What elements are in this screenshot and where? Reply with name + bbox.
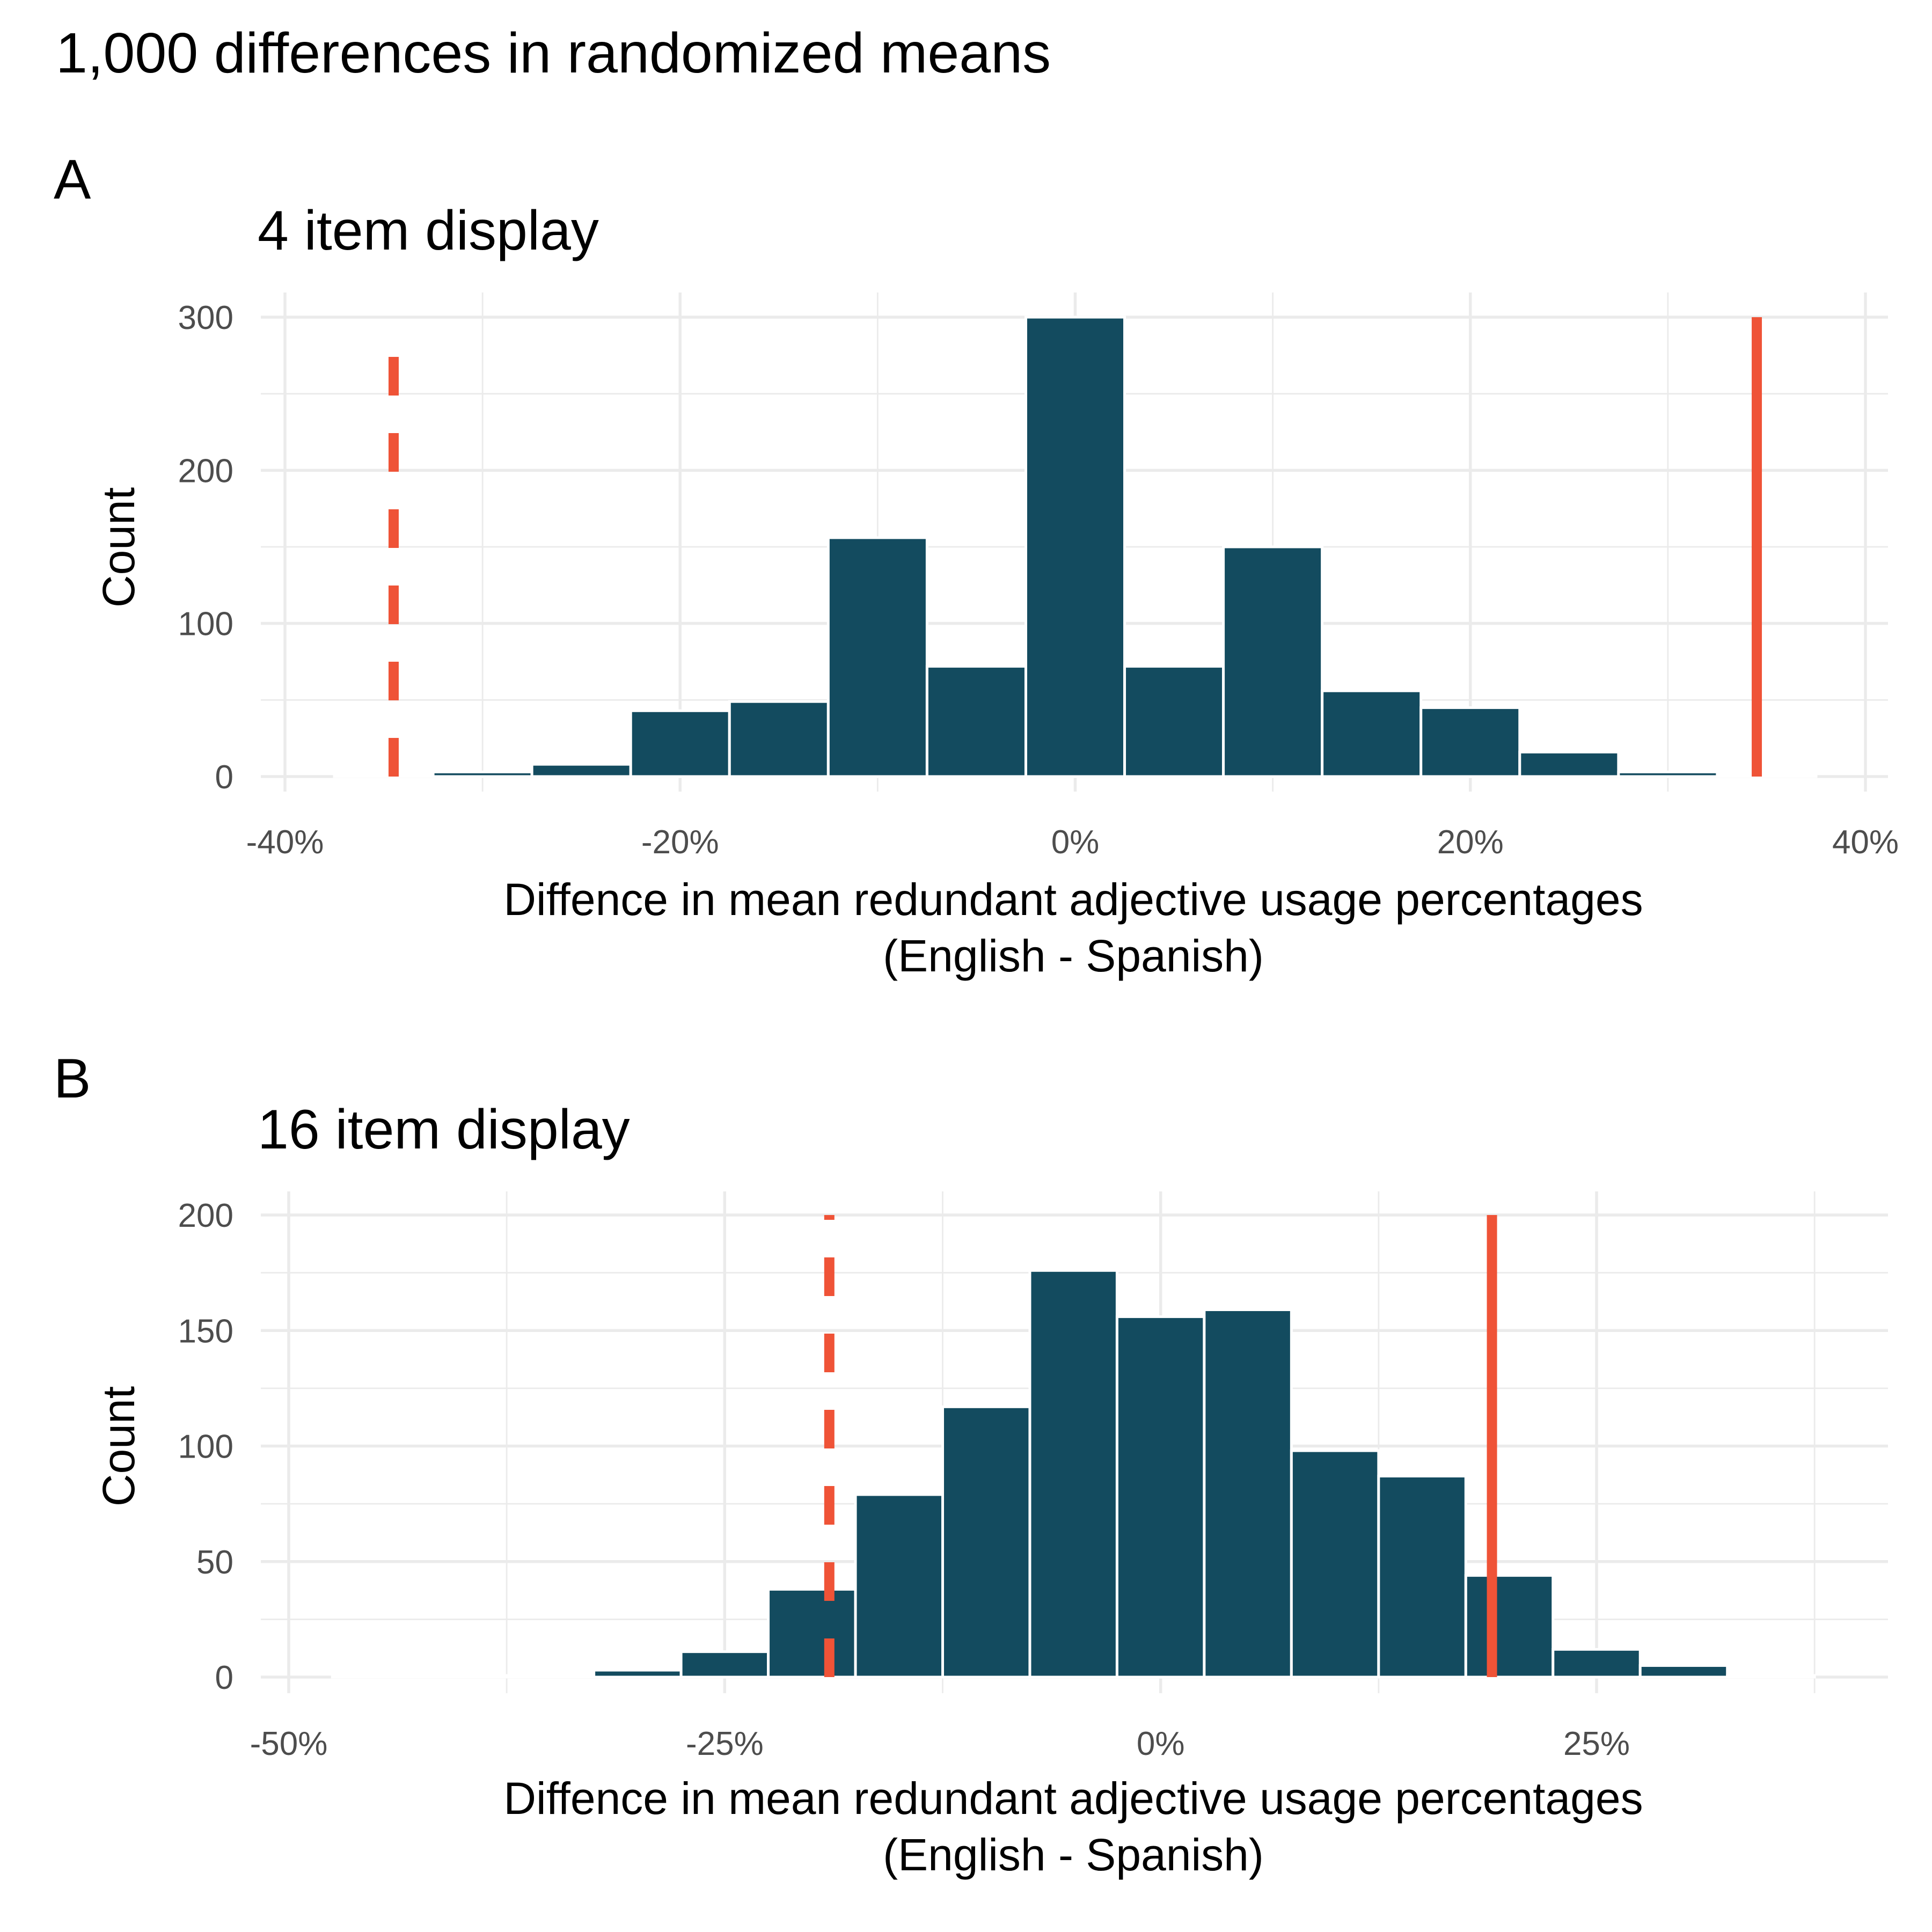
histogram-bar bbox=[941, 1405, 1031, 1679]
histogram-bar bbox=[826, 536, 928, 778]
y-tick-label: 100 bbox=[178, 1429, 233, 1466]
y-tick-label: 150 bbox=[178, 1313, 233, 1350]
x-axis-title: Diffence in mean redundant adjective usa… bbox=[503, 1773, 1643, 1824]
histogram-bar bbox=[1726, 1674, 1816, 1679]
bars bbox=[331, 1269, 1816, 1679]
histogram-bar bbox=[1638, 1664, 1729, 1679]
panel-title: 4 item display bbox=[258, 200, 599, 262]
histogram-bar bbox=[530, 763, 632, 778]
histogram-bar bbox=[1028, 1269, 1118, 1679]
histogram-bar bbox=[854, 1493, 944, 1679]
histogram-bar bbox=[1419, 706, 1521, 778]
x-axis-title: Diffence in mean redundant adjective usa… bbox=[503, 874, 1643, 925]
x-tick-label: 40% bbox=[1832, 824, 1899, 861]
panel-title: 16 item display bbox=[258, 1099, 630, 1161]
histogram-bar bbox=[679, 1650, 770, 1679]
x-axis-title-line2: (English - Spanish) bbox=[883, 931, 1264, 981]
histogram-bar bbox=[629, 709, 731, 778]
histogram-bar bbox=[728, 700, 830, 778]
histogram-bar bbox=[1617, 770, 1719, 778]
bars bbox=[333, 316, 1818, 778]
panel-tag: A bbox=[54, 149, 91, 211]
histogram-bar bbox=[431, 770, 533, 778]
panel-b: B 16 item display -50% -25% 0% 25% 0 50 100 15… bbox=[54, 1048, 1888, 1880]
histogram-bar bbox=[1716, 773, 1818, 778]
reference-lines bbox=[824, 1215, 1497, 1677]
histogram-bar bbox=[1464, 1574, 1555, 1679]
histogram-bar bbox=[418, 1674, 508, 1679]
histogram-bar bbox=[1222, 545, 1324, 778]
histogram-bar bbox=[505, 1674, 596, 1679]
x-tick-label: -25% bbox=[686, 1725, 764, 1762]
histogram-bar bbox=[1123, 665, 1225, 778]
x-tick-label: 25% bbox=[1563, 1725, 1630, 1762]
y-axis-title: Count bbox=[93, 1386, 144, 1506]
y-tick-labels: 0 100 200 300 bbox=[178, 299, 233, 796]
y-tick-label: 100 bbox=[178, 606, 233, 643]
x-tick-labels: -50% -25% 0% 25% bbox=[250, 1725, 1630, 1762]
y-axis-title: Count bbox=[93, 487, 144, 608]
x-tick-label: 0% bbox=[1137, 1725, 1185, 1762]
y-tick-label: 200 bbox=[178, 452, 233, 489]
histogram-bar bbox=[767, 1587, 857, 1679]
x-tick-label: -40% bbox=[246, 824, 324, 861]
y-tick-label: 300 bbox=[178, 299, 233, 336]
x-axis-title-line2: (English - Spanish) bbox=[883, 1829, 1264, 1880]
y-tick-label: 0 bbox=[215, 759, 233, 796]
x-tick-label: 0% bbox=[1051, 824, 1100, 861]
histogram-bar bbox=[1377, 1474, 1467, 1679]
y-tick-label: 50 bbox=[196, 1544, 233, 1581]
x-tick-labels: -40% -20% 0% 20% 40% bbox=[246, 824, 1899, 861]
histogram-bar bbox=[333, 773, 435, 778]
histogram-bar bbox=[925, 665, 1027, 778]
y-tick-labels: 0 50 100 150 200 bbox=[178, 1197, 233, 1696]
histogram-bar bbox=[1518, 750, 1620, 778]
histogram-bar bbox=[1203, 1308, 1293, 1679]
histogram-bar bbox=[592, 1668, 683, 1679]
panel-a: A 4 item display -40% -20% 0% 20% 40% 0 100 20… bbox=[54, 149, 1899, 981]
histogram-bar bbox=[1024, 316, 1126, 778]
y-tick-label: 200 bbox=[178, 1197, 233, 1234]
panel-tag: B bbox=[54, 1048, 91, 1110]
x-tick-label: 20% bbox=[1437, 824, 1504, 861]
reference-lines bbox=[388, 317, 1762, 777]
histogram-bar bbox=[1552, 1648, 1642, 1679]
x-tick-label: -50% bbox=[250, 1725, 328, 1762]
x-tick-label: -20% bbox=[641, 824, 719, 861]
y-tick-label: 0 bbox=[215, 1659, 233, 1696]
histogram-bar bbox=[1321, 689, 1423, 778]
histogram-bar bbox=[1115, 1315, 1206, 1679]
histogram-bar bbox=[1290, 1449, 1380, 1679]
histogram-bar bbox=[331, 1674, 421, 1679]
main-title: 1,000 differences in randomized means bbox=[56, 21, 1051, 85]
